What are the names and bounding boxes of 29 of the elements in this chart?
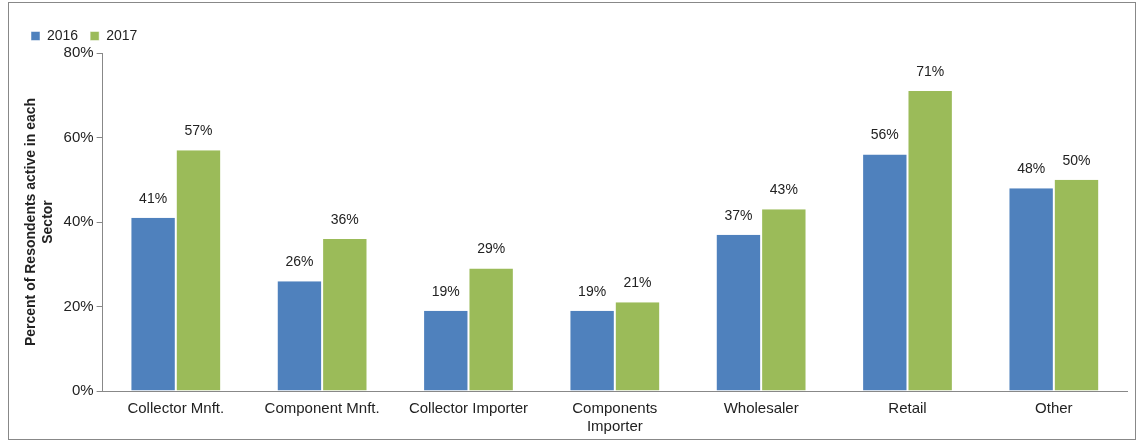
data-label: 19%	[578, 282, 607, 299]
data-label: 57%	[184, 122, 213, 139]
data-label: 43%	[769, 181, 798, 198]
data-label: 41%	[139, 189, 168, 206]
y-tick-label: 60%	[63, 127, 94, 145]
x-tick-label: Wholesaler	[723, 399, 799, 417]
x-tick-label: Other	[1035, 399, 1073, 417]
data-label: 37%	[724, 206, 753, 223]
y-tick-label: 40%	[63, 212, 94, 230]
data-label: 48%	[1017, 160, 1046, 177]
data-label: 26%	[285, 253, 314, 270]
data-label: 56%	[870, 126, 899, 143]
data-label: 29%	[477, 240, 506, 257]
data-label: 36%	[330, 210, 359, 227]
y-axis-title: Percent of Resondents active in each Sector	[22, 97, 56, 347]
x-tick-label: Component Mnft.	[264, 399, 380, 417]
x-tick-label: Components Importer	[572, 399, 658, 435]
data-label: 21%	[623, 274, 652, 291]
x-tick-label: Retail	[888, 399, 927, 417]
data-label: 50%	[1062, 151, 1091, 168]
legend-label: 2016	[47, 26, 79, 43]
data-label: 19%	[431, 282, 460, 299]
data-label: 71%	[916, 62, 945, 79]
y-tick-label: 0%	[71, 381, 94, 399]
y-tick-label: 20%	[63, 296, 94, 314]
x-tick-label: Collector Importer	[408, 399, 529, 417]
x-tick-label: Collector Mnft.	[127, 399, 225, 417]
legend-label: 2017	[106, 26, 138, 43]
y-tick-label: 80%	[63, 43, 94, 61]
